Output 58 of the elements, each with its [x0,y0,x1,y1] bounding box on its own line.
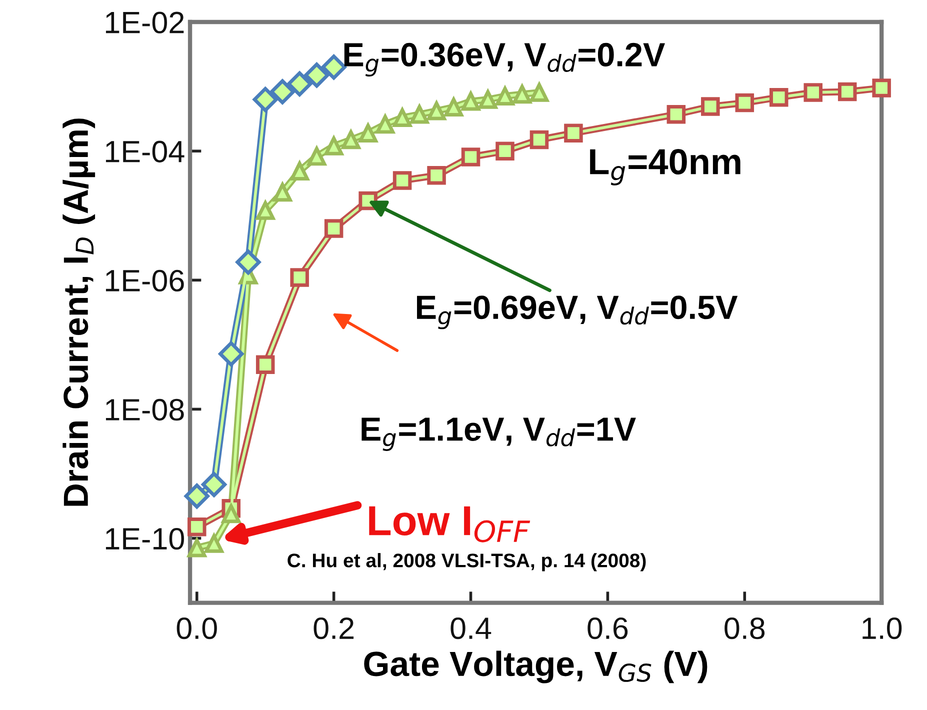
x-tick-label: 0.4 [450,617,492,640]
point [564,124,583,142]
point [512,84,532,104]
x-axis-title: Gate Voltage, V$_{GS}$ (V) [364,650,708,684]
point [735,93,754,112]
point [222,504,240,524]
point [427,101,446,120]
y-tick-label: 1E-08 [106,398,184,421]
point [236,250,261,275]
point [461,148,480,166]
y-tick-label: 1E-04 [106,140,184,162]
point [324,219,344,238]
point [530,130,549,150]
annotation: L$_{g}$=40nm [590,148,740,186]
point [307,146,326,166]
point [201,472,227,498]
point [273,182,292,202]
point [376,114,395,134]
point [392,171,412,190]
point [304,62,330,88]
point [770,88,788,107]
point [872,78,891,98]
point [290,162,309,180]
point [188,538,206,558]
x-tick-label: 0.2 [314,617,354,640]
y-tick-label: 1E-06 [106,270,184,292]
point [252,86,278,112]
point [287,71,312,96]
point [838,82,857,102]
annotation: E$_{g}$=0.69eV, V$_{dd}$=0.5V [417,296,738,330]
point [290,268,309,287]
y-tick-label: 1E-02 [106,12,184,34]
annotation: C. Hu et al, 2008 VLSI-TSA, p. 14 (2008) [288,553,646,572]
point [427,166,446,185]
point [804,83,822,102]
point [496,86,514,106]
point [184,484,210,509]
point [444,98,464,116]
annotation: E$_{g}$=0.36eV, V$_{dd}$=0.2V [344,42,665,77]
point [188,518,206,536]
annotation: Low I$_{OFF}$ [369,506,530,542]
point [270,79,296,104]
point [358,124,378,142]
point [701,97,720,116]
point [666,105,686,124]
point [218,341,244,366]
y-tick-label: 1E-10 [106,528,184,550]
point [461,92,480,111]
annotation: E$_{g}$=1.1eV, V$_{dd}$=1V [362,418,636,451]
point [496,142,514,160]
point [256,355,275,374]
x-tick-label: 0.0 [176,617,217,640]
x-tick-label: 0.6 [588,617,628,640]
y-axis-title: Drain Current, I$_{D}$ (A/µm) [62,118,96,506]
x-tick-label: 1.0 [862,617,902,640]
point [392,108,412,127]
point [342,130,360,150]
x-tick-label: 0.8 [724,617,765,640]
